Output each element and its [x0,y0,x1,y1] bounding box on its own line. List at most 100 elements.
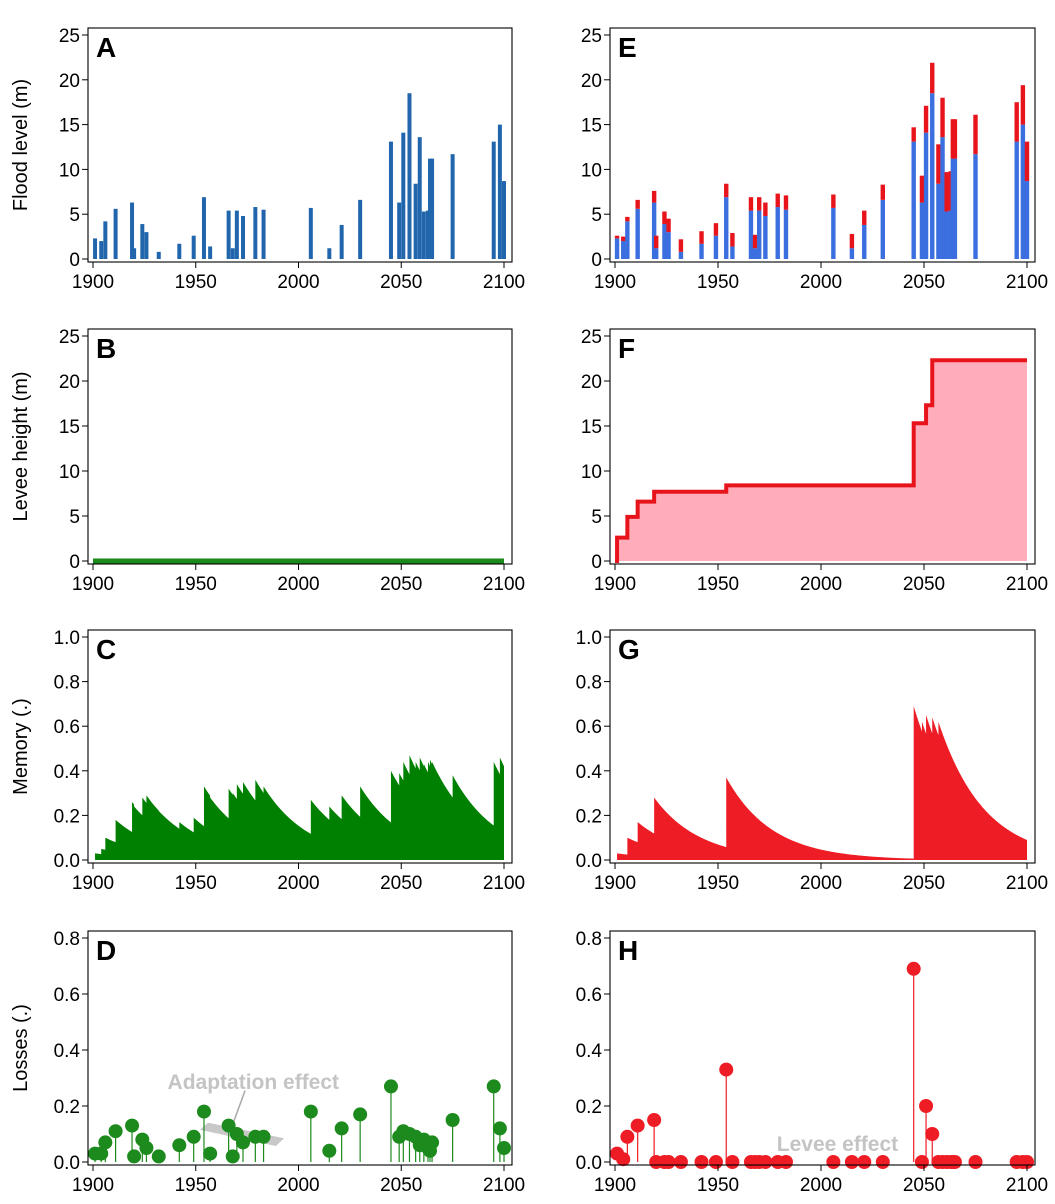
flood-bar [502,181,506,259]
flood-bar [614,238,620,259]
flood-bar [425,210,430,259]
plot-frame [609,930,1036,1166]
y-tick-label: 0.4 [54,762,81,783]
loss-point [353,1107,368,1122]
loss-point [914,1155,929,1169]
levee-overtop-bar [713,223,719,236]
levee-overtop-bar [1014,102,1019,142]
y-axis-label: Memory (.) [10,698,32,795]
panel-d: Adaptation effect 1900 1950 2000 2050 2100 0.0… [10,929,525,1196]
x-tick-label: 2050 [380,272,422,293]
x-tick-label: 1950 [697,873,739,894]
panel-label: C [96,634,116,665]
y-axis-label: Flood level (m) [10,79,32,211]
y-tick-label: 15 [581,417,602,438]
y-tick-label: 20 [59,71,80,92]
loss-point [203,1146,218,1161]
y-tick-label: 1.0 [576,628,602,649]
levee-overtop-bar [880,184,885,200]
panel-f: 1900 1950 2000 2050 2100 0 5 10 15 20 25 F [581,327,1048,595]
loss-point [425,1135,440,1150]
flood-bar [132,248,137,259]
y-tick-label: 0.0 [54,851,80,872]
y-tick-label: 0.4 [576,762,603,783]
y-tick-label: 0.4 [576,1041,603,1062]
x-tick-label: 2100 [1006,1175,1048,1196]
y-tick-label: 0.6 [54,717,80,738]
loss-point [196,1104,211,1119]
loss-point [186,1129,201,1144]
y-tick-label: 25 [59,327,80,348]
loss-point [778,1155,793,1169]
x-tick-label: 1950 [697,1175,739,1196]
memory-area [93,755,504,860]
x-tick-label: 1950 [697,574,739,595]
loss-point [925,1127,940,1141]
levee-overtop-bar [635,199,640,209]
y-tick-label: 0.0 [576,1153,602,1174]
levee-overtop-bar [775,193,780,208]
y-tick-label: 0.6 [576,985,602,1006]
flood-bar [230,248,235,259]
x-tick-label: 1900 [72,272,114,293]
loss-point [108,1124,123,1139]
flood-bar [651,202,657,259]
y-tick-label: 5 [591,205,602,226]
flood-bar [635,208,640,259]
levee-overtop-bar [930,62,935,94]
levee-overtop-bar [952,119,958,159]
flood-bar [923,132,929,259]
loss-point [630,1118,645,1133]
levee-overtop-bar [625,216,630,222]
flood-bar [226,210,231,259]
panel-label: B [96,333,116,364]
panel-label: H [618,935,638,966]
y-tick-label: 0.2 [54,806,80,827]
levee-overtop-bar [662,211,667,225]
flood-bar [388,141,393,259]
x-tick-label: 2050 [380,873,422,894]
flood-bar [241,215,246,259]
levee-overtop-bar [666,218,671,233]
flood-bar [775,207,780,259]
adaptation-annotation: Adaptation effect [168,1071,340,1094]
y-tick-label: 0.2 [576,806,602,827]
flood-bar [397,202,402,259]
levee-overtop-bar [730,233,735,247]
loss-point [620,1129,635,1144]
flood-bar [99,241,104,259]
x-tick-label: 1900 [594,1175,636,1196]
loss-point [826,1155,841,1169]
flood-bar [491,141,496,259]
levee-overtop-bar [973,114,978,155]
adaptation-pointer [232,1090,246,1125]
flood-bar [952,158,958,259]
flood-bar [428,158,433,259]
flood-bar [862,224,867,259]
loss-point [486,1079,501,1094]
loss-point [758,1155,773,1169]
y-tick-label: 20 [59,372,80,393]
levee-overtop-bar [831,194,836,208]
levee-overtop-bar [678,239,684,252]
y-tick-label: 10 [581,462,602,483]
x-tick-label: 2000 [277,574,319,595]
flood-bar [944,211,949,259]
levee-overtop-bar [936,144,941,184]
loss-point [694,1155,709,1169]
levee-overtop-bar [651,190,657,203]
levee-overtop-bar [654,235,659,249]
plot-frame [609,27,1036,263]
panel-label: E [618,32,637,63]
x-tick-label: 2100 [1006,873,1048,894]
x-tick-label: 2000 [800,574,842,595]
flood-bar [752,248,758,259]
x-tick-label: 2050 [903,1175,945,1196]
flood-bar [699,243,704,259]
y-tick-label: 25 [581,26,602,47]
flood-bar [407,93,412,260]
plot-frame [87,27,513,263]
x-tick-label: 2100 [483,272,525,293]
x-tick-label: 1950 [697,272,739,293]
